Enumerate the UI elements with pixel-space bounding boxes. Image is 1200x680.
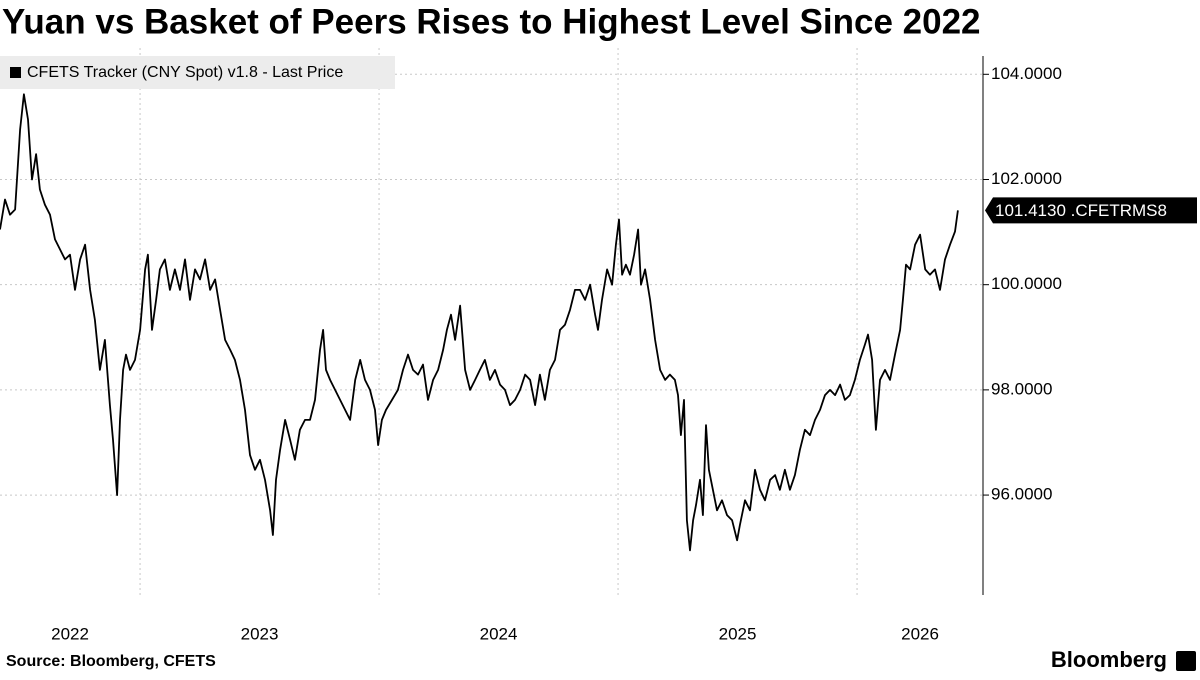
legend: CFETS Tracker (CNY Spot) v1.8 - Last Pri… [0,56,395,89]
x-tick-label: 2022 [51,624,89,643]
source: Source: Bloomberg, CFETS [6,653,216,670]
y-tick-label: 104.0000 [991,64,1062,83]
x-tick-label: 2023 [241,624,279,643]
brand: Bloomberg [1051,647,1167,672]
legend-box [0,56,395,89]
x-tick-label: 2025 [719,624,757,643]
chart-title: Yuan vs Basket of Peers Rises to Highest… [2,2,981,41]
legend-label: CFETS Tracker (CNY Spot) v1.8 - Last Pri… [27,64,343,81]
x-tick-label: 2024 [480,624,518,643]
brand-icon [1176,651,1196,671]
y-tick-label: 102.0000 [991,169,1062,188]
y-tick-label: 96.0000 [991,485,1052,504]
y-tick-label: 100.0000 [991,274,1062,293]
y-tick-label: 98.0000 [991,379,1052,398]
legend-swatch [10,67,21,78]
last-value-label: 101.4130 .CFETRMS8 [995,201,1167,220]
x-tick-label: 2026 [901,624,939,643]
line-series [0,93,959,552]
last-value-tag [985,197,1197,224]
